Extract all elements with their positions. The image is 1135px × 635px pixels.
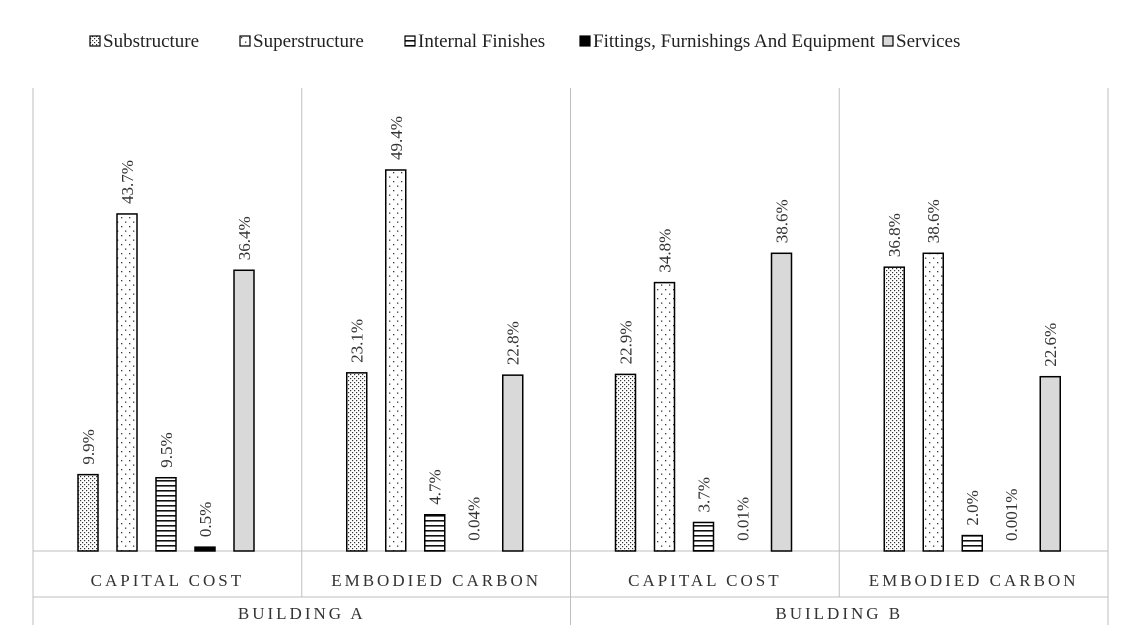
bar-substructure-3 [883, 266, 905, 552]
bar-substructure-0 [77, 473, 99, 552]
bar-fittings-furnishings-and-equipment-0 [194, 546, 216, 552]
data-label-4-3: 22.6% [1041, 323, 1060, 367]
bar-substructure-2 [614, 373, 637, 552]
data-label-1-1: 49.4% [387, 116, 406, 160]
legend-swatch-3 [579, 35, 591, 47]
bar-superstructure-0 [116, 213, 138, 552]
legend-swatch-0 [89, 35, 101, 47]
bar-internal-finishes-1 [424, 514, 446, 552]
axis-frame [32, 88, 1109, 625]
bar-services-0 [233, 269, 255, 552]
category-label-1: EMBODIED CARBON [331, 571, 541, 590]
legend-label-2: Internal Finishes [418, 31, 545, 52]
data-label-2-2: 3.7% [695, 477, 714, 512]
data-label-2-0: 9.5% [157, 432, 176, 467]
data-label-3-3: 0.001% [1002, 489, 1021, 541]
bar-internal-finishes-0 [155, 476, 177, 552]
category-label-2: CAPITAL COST [628, 571, 782, 590]
data-label-2-1: 4.7% [426, 469, 445, 504]
bar-substructure-1 [346, 372, 368, 552]
legend-label-4: Services [896, 31, 960, 52]
data-label-2-3: 2.0% [963, 490, 982, 525]
legend-swatch-4 [882, 35, 894, 47]
bar-superstructure-2 [653, 281, 676, 552]
legend-swatch-1 [239, 35, 251, 47]
group-label-0: BUILDING A [238, 604, 366, 623]
legend-swatch-2 [404, 35, 416, 47]
data-label-0-0: 9.9% [79, 429, 98, 464]
bar-internal-finishes-2 [692, 521, 715, 552]
legend-label-0: Substructure [103, 31, 199, 52]
data-label-0-1: 23.1% [348, 319, 367, 363]
bar-superstructure-3 [922, 252, 944, 552]
bar-internal-finishes-3 [961, 534, 983, 552]
legend-label-3: Fittings, Furnishings And Equipment [593, 31, 876, 52]
data-label-0-2: 22.9% [617, 320, 636, 364]
data-label-3-1: 0.04% [465, 497, 484, 541]
bar-services-1 [502, 374, 524, 552]
data-label-4-0: 36.4% [235, 216, 254, 260]
category-label-0: CAPITAL COST [91, 571, 245, 590]
legend: Substructure Superstructure Internal Finis… [89, 31, 960, 52]
data-label-0-3: 36.8% [885, 213, 904, 257]
bar-superstructure-1 [385, 169, 407, 552]
bar-services-2 [770, 252, 793, 552]
data-label-1-2: 34.8% [656, 229, 675, 273]
data-label-1-0: 43.7% [118, 160, 137, 204]
x-axis: CAPITAL COST EMBODIED CARBON CAPITAL COST E… [91, 571, 1079, 623]
data-label-1-3: 38.6% [924, 199, 943, 243]
data-label-3-0: 0.5% [196, 502, 215, 537]
data-labels: 9.9% 43.7% 9.5% 0.5% 36.4% 23.1% 49.4% 4.7% 0.04… [79, 116, 1060, 541]
data-label-4-1: 22.8% [504, 321, 523, 365]
group-label-1: BUILDING B [775, 604, 903, 623]
data-label-4-2: 38.6% [773, 199, 792, 243]
legend-label-1: Superstructure [253, 31, 364, 52]
bars [77, 169, 1061, 552]
data-label-3-2: 0.01% [734, 497, 753, 541]
category-label-3: EMBODIED CARBON [869, 571, 1079, 590]
bar-services-3 [1039, 375, 1061, 552]
